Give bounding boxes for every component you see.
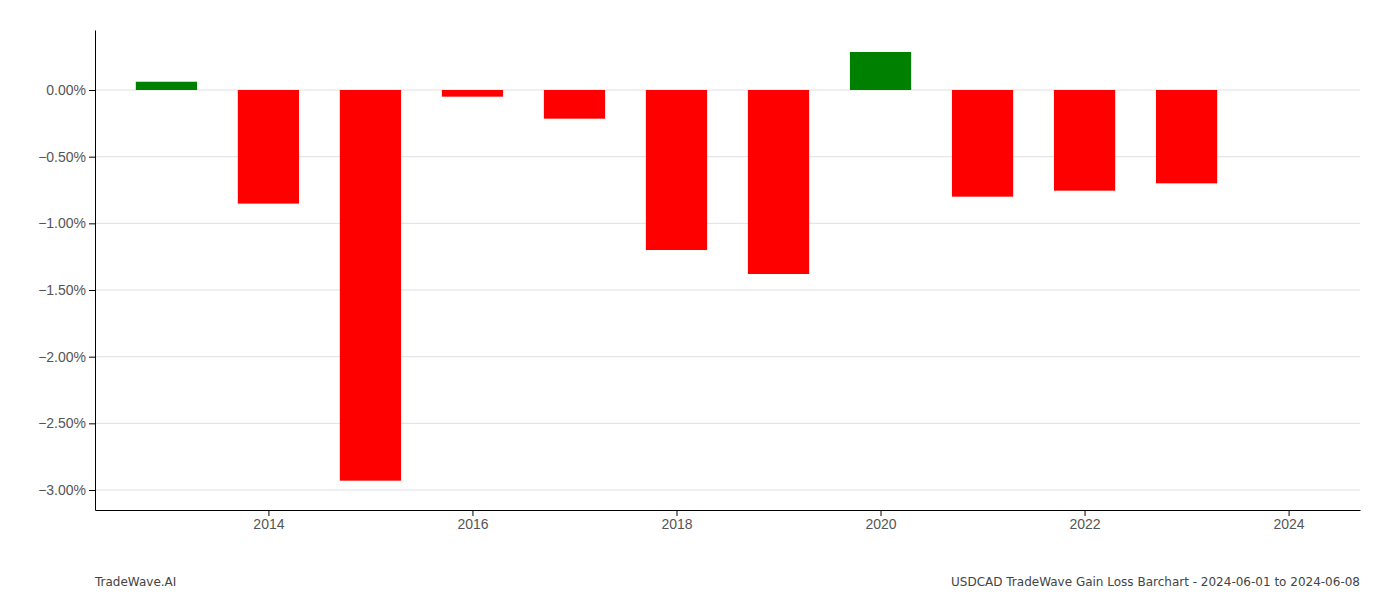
x-axis-line [96, 510, 1361, 511]
y-tick: −1.50% [38, 282, 95, 298]
bar [340, 90, 401, 481]
footer-left: TradeWave.AI [94, 575, 176, 589]
y-tick-mark [89, 290, 95, 291]
y-tick-label: −3.00% [38, 482, 86, 498]
bar [748, 90, 809, 274]
bars [136, 52, 1217, 481]
y-tick-label: −2.50% [38, 415, 86, 431]
x-tick: 2018 [661, 510, 692, 532]
y-tick: −2.50% [38, 415, 95, 431]
y-tick: −3.00% [38, 482, 95, 498]
y-tick: −0.50% [38, 149, 95, 165]
x-tick-label: 2016 [457, 516, 488, 532]
bar [442, 90, 503, 97]
bar [952, 90, 1013, 197]
x-tick-label: 2024 [1274, 516, 1305, 532]
y-tick-label: −2.00% [38, 349, 86, 365]
y-axis-line [95, 31, 96, 511]
x-tick: 2020 [865, 510, 896, 532]
x-tick-label: 2022 [1069, 516, 1100, 532]
y-tick-mark [89, 423, 95, 424]
grid-line [95, 490, 1360, 491]
x-tick-label: 2020 [865, 516, 896, 532]
grid-line [95, 290, 1360, 291]
x-tick: 2016 [457, 510, 488, 532]
x-tick-label: 2018 [661, 516, 692, 532]
grid [95, 90, 1360, 490]
y-tick-mark [89, 157, 95, 158]
y-axis: 0.00% −0.50% −1.00% −1.50% −2.00% −2.50% −3.00… [38, 31, 95, 511]
x-tick: 2022 [1069, 510, 1100, 532]
bar [136, 82, 197, 90]
plot: 0.00% −0.50% −1.00% −1.50% −2.00% −2.50% −3.00… [38, 31, 1360, 532]
y-tick-mark [89, 490, 95, 491]
grid-line [95, 423, 1360, 424]
bar [1156, 90, 1217, 183]
x-tick: 2014 [253, 510, 284, 532]
bar [1054, 90, 1115, 191]
y-tick-label: 0.00% [46, 82, 86, 98]
bar [850, 52, 911, 90]
y-tick: −2.00% [38, 349, 95, 365]
y-tick-label: −0.50% [38, 149, 86, 165]
y-tick-mark [89, 357, 95, 358]
y-tick-label: −1.00% [38, 215, 86, 231]
bar [238, 90, 299, 204]
footer-right: USDCAD TradeWave Gain Loss Barchart - 20… [951, 575, 1360, 589]
y-tick: −1.00% [38, 215, 95, 231]
grid-line [95, 356, 1360, 357]
y-tick: 0.00% [46, 82, 95, 98]
chart: 0.00% −0.50% −1.00% −1.50% −2.00% −2.50% −3.00… [0, 0, 1400, 600]
x-axis: 2014 2016 2018 2020 2022 2024 [96, 510, 1361, 532]
x-tick-label: 2014 [253, 516, 284, 532]
bar [646, 90, 707, 250]
bar [544, 90, 605, 119]
y-tick-mark [89, 223, 95, 224]
y-tick-mark [89, 90, 95, 91]
x-tick: 2024 [1274, 510, 1305, 532]
grid-line [95, 223, 1360, 224]
y-tick-label: −1.50% [38, 282, 86, 298]
